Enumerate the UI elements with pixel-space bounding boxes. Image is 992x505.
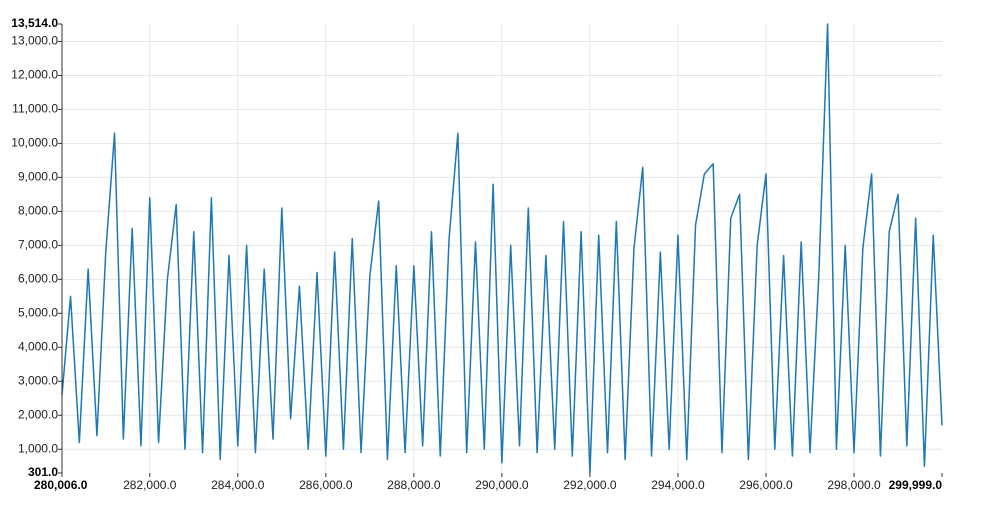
y-tick-label: 1,000.0 <box>18 441 58 455</box>
y-tick-label: 4,000.0 <box>18 339 58 353</box>
x-tick-label: 286,000.0 <box>299 478 353 492</box>
y-tick-label: 8,000.0 <box>18 204 58 218</box>
y-tick-label: 2,000.0 <box>18 407 58 421</box>
y-tick-label: 11,000.0 <box>12 102 58 116</box>
x-tick-label: 284,000.0 <box>211 478 265 492</box>
axis-labels: 301.0 1,000.0 2,000.0 3,000.0 4,000.0 5,000.0… <box>11 16 943 492</box>
y-tick-label: 5,000.0 <box>18 305 58 319</box>
y-tick-label: 10,000.0 <box>11 136 58 150</box>
y-tick-label: 7,000.0 <box>18 238 58 252</box>
x-tick-label: 290,000.0 <box>475 478 529 492</box>
y-tick-label: 12,000.0 <box>11 68 58 82</box>
x-tick-label: 292,000.0 <box>563 478 617 492</box>
y-tick-label: 6,000.0 <box>18 272 58 286</box>
plot <box>61 23 943 474</box>
x-tick-label: 280,006.0 <box>34 478 88 492</box>
data-line <box>61 23 943 474</box>
y-tick-label: 301.0 <box>28 465 58 479</box>
x-tick-label: 294,000.0 <box>651 478 705 492</box>
x-tick-label: 282,000.0 <box>123 478 177 492</box>
x-tick-label: 299,999.0 <box>889 478 943 492</box>
y-tick-label: 13,514.0 <box>11 16 58 30</box>
x-tick-label: 296,000.0 <box>739 478 793 492</box>
x-tick-label: 288,000.0 <box>387 478 441 492</box>
y-tick-label: 3,000.0 <box>18 373 58 387</box>
x-tick-label: 298,000.0 <box>827 478 881 492</box>
y-tick-label: 13,000.0 <box>11 34 58 48</box>
y-tick-label: 9,000.0 <box>18 170 58 184</box>
